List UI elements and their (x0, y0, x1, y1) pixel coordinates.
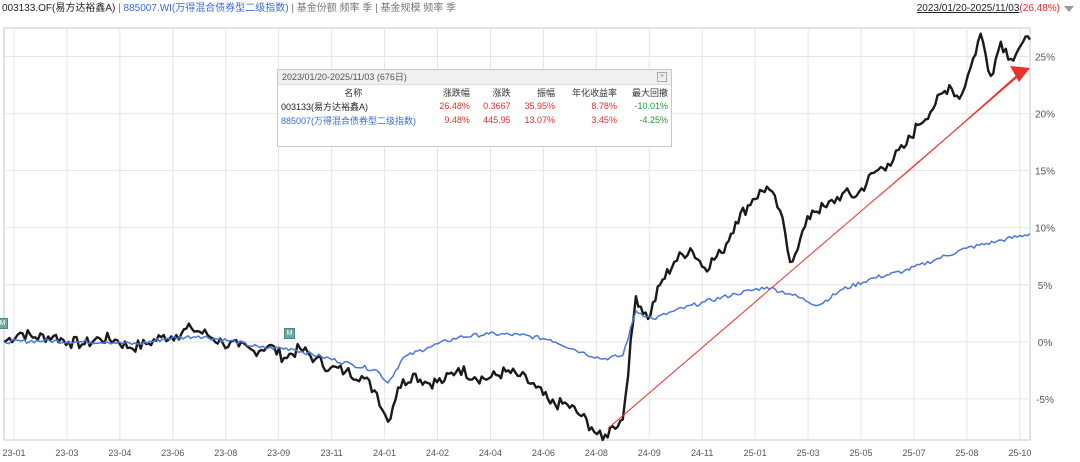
marker-badge[interactable]: M (0, 318, 8, 329)
row-change-pct: 9.48% (444, 115, 470, 125)
col-name: 名称 (344, 87, 363, 98)
fund-line (3, 32, 1031, 442)
x-tick-label: 23-01 (2, 448, 25, 458)
x-tick-label: 23-09 (267, 448, 290, 458)
close-icon[interactable]: × (657, 72, 667, 82)
x-tick-label: 24-11 (691, 448, 713, 458)
chevron-down-icon[interactable] (1064, 6, 1074, 12)
row-annualized: 8.78% (591, 101, 617, 111)
row-name: 885007(万得混合债券型二级指数) (281, 115, 417, 126)
header-separator: | (118, 3, 121, 14)
header-separator: | (375, 3, 378, 14)
arrow-body (861, 71, 1020, 214)
row-change: 0.3667 (483, 101, 511, 111)
col-annualized: 年化收益率 (571, 87, 617, 98)
row-name: 003133(易方达裕鑫A) (281, 101, 369, 112)
col-change: 涨跌 (492, 87, 511, 98)
x-tick-label: 25-01 (744, 448, 767, 458)
y-tick-label: 10% (1035, 224, 1055, 235)
x-tick-label: 23-04 (108, 448, 131, 458)
col-change-pct: 涨跌幅 (442, 87, 470, 98)
stats-table: 名称 涨跌幅 涨跌 振幅 年化收益率 最大回撤 003133(易方达裕鑫A) 2… (278, 85, 671, 127)
chart-header: 003133.OF(易方达裕鑫A) | 885007.WI(万得混合债券型二级指… (0, 0, 1080, 18)
fund-scale-label[interactable]: 基金规模 频率 季 (380, 3, 457, 14)
date-range-label[interactable]: 2023/01/20-2025/11/03 (916, 3, 1020, 14)
y-tick-label: 5% (1038, 281, 1053, 292)
row-amplitude: 35.95% (524, 101, 556, 111)
header-legend: 003133.OF(易方达裕鑫A) | 885007.WI(万得混合债券型二级指… (2, 0, 456, 18)
col-max-drawdown: 最大回撤 (631, 87, 668, 98)
marker-badge[interactable]: M (284, 328, 295, 339)
x-tick-label: 24-06 (532, 448, 555, 458)
total-return-label: (26.48%) (1019, 3, 1060, 14)
index-line (3, 233, 1031, 384)
x-tick-label: 24-08 (585, 448, 608, 458)
x-tick-label: 24-09 (638, 448, 661, 458)
x-tick-label: 25-07 (902, 448, 925, 458)
stats-panel: 2023/01/20-2025/11/03 (676日) × 名称 涨跌幅 涨跌… (277, 69, 672, 147)
x-axis: 23-01 23-03 23-04 23-06 23-08 23-09 23-11 24-01… (2, 448, 1031, 458)
x-tick-label: 23-08 (214, 448, 237, 458)
row-annualized: 3.45% (591, 115, 617, 125)
row-max-drawdown: -10.01% (634, 101, 668, 111)
x-tick-label: 24-01 (373, 448, 396, 458)
y-tick-label: 25% (1035, 53, 1055, 64)
x-tick-label: 24-04 (479, 448, 502, 458)
x-tick-label: 25-05 (850, 448, 873, 458)
stats-panel-title: 2023/01/20-2025/11/03 (676日) (278, 70, 671, 85)
stats-row-index[interactable]: 885007(万得混合债券型二级指数) 9.48% 445.95 13.07% … (278, 113, 671, 127)
row-change-pct: 26.48% (439, 101, 470, 111)
x-tick-label: 23-11 (320, 448, 342, 458)
y-tick-label: -5% (1036, 395, 1054, 406)
index-legend-label[interactable]: 885007.WI(万得混合债券型二级指数) (123, 3, 289, 14)
fund-legend-label[interactable]: 003133.OF(易方达裕鑫A) (2, 3, 116, 14)
x-tick-label: 25-08 (955, 448, 978, 458)
row-change: 445.95 (483, 115, 511, 125)
y-tick-label: 15% (1035, 167, 1055, 178)
header-range: 2023/01/20-2025/11/03(26.48%) (917, 0, 1060, 18)
x-tick-label: 25-10 (1008, 448, 1031, 458)
col-amplitude: 振幅 (537, 87, 556, 98)
header-separator: | (291, 3, 294, 14)
x-tick-label: 23-03 (55, 448, 78, 458)
stats-row-fund[interactable]: 003133(易方达裕鑫A) 26.48% 0.3667 35.95% 8.78… (278, 99, 671, 113)
chart-lines (3, 32, 1031, 442)
y-axis: 25% 20% 15% 10% 5% 0% -5% (1035, 53, 1055, 406)
stats-header-row: 名称 涨跌幅 涨跌 振幅 年化收益率 最大回撤 (278, 85, 671, 99)
trend-arrow (607, 65, 1030, 429)
arrow-head (1010, 65, 1030, 82)
y-tick-label: 20% (1035, 110, 1055, 121)
x-tick-label: 23-06 (161, 448, 184, 458)
x-tick-label: 25-03 (797, 448, 820, 458)
row-amplitude: 13.07% (524, 115, 556, 125)
row-max-drawdown: -4.25% (639, 115, 668, 125)
x-tick-label: 24-02 (426, 448, 449, 458)
fund-share-label[interactable]: 基金份额 频率 季 (296, 3, 373, 14)
y-tick-label: 0% (1038, 338, 1053, 349)
